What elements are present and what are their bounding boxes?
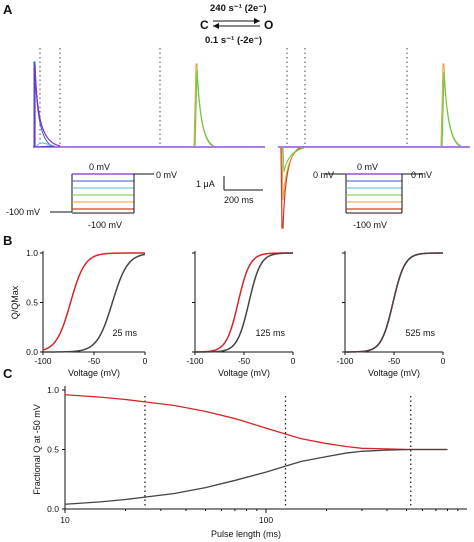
panel-label-c: C: [3, 366, 13, 381]
y-tick-label: 0.5: [26, 298, 38, 308]
x-tick-label: -50: [388, 356, 401, 366]
scale-bar: 1 μA 200 ms: [196, 176, 263, 205]
trace-offset-green: [194, 69, 215, 147]
pulse-annotation: 525 ms: [405, 328, 435, 338]
x-axis-label: Pulse length (ms): [211, 529, 281, 539]
scale-bar-time: 200 ms: [224, 195, 254, 205]
traces-right: [278, 48, 470, 229]
q-curve-series-2: [43, 253, 146, 353]
protocol-top-label: 0 mV: [89, 162, 110, 172]
x-tick-label: 0: [143, 356, 148, 366]
panel-b-charts: -100 -50 0 0.0 0.5 1.0 Voltage (mV) 25 ms -100 -5…: [10, 248, 446, 378]
protocol-right-label: 0 mV: [156, 170, 177, 180]
x-tick-label: -100: [336, 356, 353, 366]
x-tick-label: -50: [238, 356, 251, 366]
protocol-right-label: 0 mV: [411, 170, 432, 180]
protocol-left-label: -100 mV: [6, 207, 40, 217]
traces-left: [33, 48, 265, 148]
voltage-protocol-left: 0 mV 0 mV -100 mV -100 mV: [6, 162, 177, 230]
y-axis-label: Fractional Q at -50 mV: [32, 404, 42, 495]
protocol-bottom-label: -100 mV: [353, 220, 387, 230]
x-tick-label: -100: [34, 356, 51, 366]
x-tick-label: 0: [291, 356, 296, 366]
pulse-annotation: 125 ms: [255, 328, 285, 338]
x-tick-label: 0: [441, 356, 446, 366]
y-tick-label: 0.5: [47, 445, 59, 455]
open-state: O: [264, 18, 273, 32]
fractional-q-series-1: [64, 394, 448, 451]
protocol-top-label: 0 mV: [357, 162, 378, 172]
kinetic-scheme: 240 s⁻¹ (2e⁻) C O 0.1 s⁻¹ (-2e⁻): [200, 3, 273, 46]
trace-onset-blue: [33, 61, 54, 148]
trace-onset-purple: [34, 64, 61, 147]
panel-label-b: B: [3, 233, 12, 248]
protocol-bottom-label: -100 mV: [88, 220, 122, 230]
y-tick-label: 0.0: [26, 347, 38, 357]
trace-onset-green: [282, 147, 305, 173]
panel-c-chart: 0.0 0.5 1.0 10 100 Pulse length (ms) Fractiona…: [32, 385, 467, 539]
voltage-protocol-right: 0 mV 0 mV 0 mV -100 mV: [313, 162, 432, 230]
x-tick-label: 100: [259, 515, 273, 525]
protocol-left-label: 0 mV: [313, 170, 334, 180]
panel-label-a: A: [3, 2, 13, 17]
trace-offset-green: [441, 71, 462, 147]
forward-rate: 240 s⁻¹ (2e⁻): [210, 3, 267, 14]
x-axis-label: Voltage (mV): [368, 368, 420, 378]
y-tick-label: 1.0: [47, 385, 59, 395]
x-axis-label: Voltage (mV): [68, 368, 120, 378]
q-curve-series-2: [195, 252, 294, 353]
x-tick-label: -50: [88, 356, 101, 366]
x-axis-label: Voltage (mV): [218, 368, 270, 378]
closed-state: C: [200, 18, 209, 32]
scale-bar-current: 1 μA: [196, 179, 215, 189]
fractional-q-series-2: [64, 448, 448, 505]
backward-rate: 0.1 s⁻¹ (-2e⁻): [205, 35, 262, 46]
x-tick-label: 10: [60, 515, 70, 525]
q-curve-series-2: [345, 252, 443, 353]
y-tick-label: 0.0: [47, 504, 59, 514]
y-axis-label: Q/QMax: [10, 285, 20, 319]
pulse-annotation: 25 ms: [112, 328, 137, 338]
x-tick-label: -100: [186, 356, 203, 366]
y-tick-label: 1.0: [26, 248, 38, 258]
q-curve-series-1: [42, 252, 145, 351]
trace-onset-cyan: [35, 142, 56, 148]
